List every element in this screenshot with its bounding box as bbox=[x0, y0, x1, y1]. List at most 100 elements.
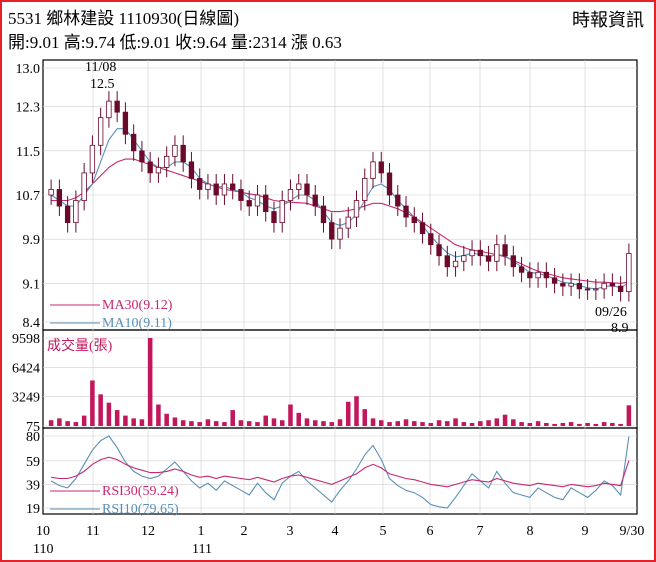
volume-bar bbox=[535, 421, 541, 426]
candle-body bbox=[188, 161, 195, 179]
candle-body bbox=[114, 100, 120, 113]
volume-bar bbox=[494, 418, 500, 426]
candle-body bbox=[81, 172, 87, 201]
candle-body bbox=[130, 133, 137, 152]
price-y-tick: 13.0 bbox=[16, 62, 41, 77]
month-tick-label: 8 bbox=[527, 524, 534, 539]
volume-bar bbox=[337, 419, 343, 426]
candle-body bbox=[609, 282, 616, 287]
candle-body bbox=[48, 189, 54, 196]
volume-bar bbox=[288, 404, 293, 426]
volume-bar bbox=[519, 422, 524, 426]
volume-bar bbox=[618, 423, 623, 426]
candle-body bbox=[535, 271, 541, 279]
volume-bar bbox=[48, 420, 54, 426]
volume-bar bbox=[601, 422, 607, 426]
candle-body bbox=[551, 277, 558, 284]
candle-body bbox=[584, 288, 591, 291]
volume-bar bbox=[90, 380, 95, 426]
candle-body bbox=[485, 255, 492, 262]
price-y-tick: 11.5 bbox=[16, 145, 40, 160]
volume-bar bbox=[213, 421, 219, 426]
candle-body bbox=[436, 244, 442, 257]
volume-bar bbox=[610, 422, 615, 426]
volume-bar bbox=[502, 414, 508, 426]
volume-bar bbox=[197, 422, 202, 426]
volume-bar bbox=[552, 423, 557, 426]
volume-bar bbox=[478, 421, 483, 426]
price-y-tick: 9.9 bbox=[23, 233, 41, 248]
candle-body bbox=[428, 233, 434, 246]
month-tick-label: 9 bbox=[582, 524, 589, 539]
candle-body bbox=[155, 166, 162, 174]
month-tick-label: 3 bbox=[287, 524, 294, 539]
ma30-line bbox=[51, 158, 629, 284]
candle-body bbox=[419, 222, 426, 235]
rsi-y-tick: 19 bbox=[26, 502, 40, 517]
month-tick-label: 6 bbox=[427, 524, 434, 539]
volume-bar bbox=[246, 421, 252, 426]
month-tick-label: 2 bbox=[241, 524, 248, 539]
volume-bar bbox=[544, 422, 549, 426]
candle-body bbox=[263, 194, 269, 212]
price-y-tick: 9.1 bbox=[23, 277, 41, 292]
month-tick-label: 10 bbox=[36, 524, 50, 539]
volume-bar bbox=[387, 422, 392, 426]
volume-bar bbox=[263, 415, 268, 426]
volume-y-tick: 75 bbox=[26, 420, 40, 435]
candle-body bbox=[378, 161, 384, 174]
candle-body bbox=[312, 194, 318, 207]
candle-body bbox=[617, 285, 624, 293]
month-tick-label: 9/30 bbox=[620, 524, 645, 539]
volume-bar bbox=[164, 413, 169, 426]
volume-bar bbox=[230, 410, 235, 426]
candle-body bbox=[345, 216, 351, 229]
volume-bar bbox=[403, 419, 409, 426]
volume-bar bbox=[147, 338, 153, 426]
x-year-110: 110 bbox=[33, 542, 53, 557]
volume-y-tick: 6424 bbox=[12, 361, 40, 376]
volume-bar bbox=[378, 420, 384, 426]
candle-body bbox=[164, 155, 170, 168]
high-value-annotation: 12.5 bbox=[90, 77, 115, 92]
candle-body bbox=[543, 271, 550, 279]
volume-bar bbox=[461, 422, 467, 426]
candle-body bbox=[106, 100, 112, 119]
ma30-legend: MA30(9.12) bbox=[102, 298, 173, 313]
month-tick-label: 7 bbox=[477, 524, 484, 539]
candle-body bbox=[403, 205, 409, 218]
candle-body bbox=[238, 189, 244, 201]
candle-body bbox=[395, 194, 401, 207]
candle-body bbox=[139, 150, 145, 163]
candle-body bbox=[205, 183, 211, 190]
volume-bars bbox=[48, 338, 632, 426]
volume-bar bbox=[585, 422, 590, 426]
volume-bar bbox=[527, 422, 533, 426]
candle-body bbox=[477, 249, 483, 257]
candle-body bbox=[469, 249, 475, 257]
volume-bar bbox=[73, 422, 79, 426]
candle-body bbox=[502, 244, 508, 257]
volume-bar bbox=[445, 421, 450, 426]
volume-bar bbox=[180, 420, 186, 426]
grid-lines bbox=[43, 60, 637, 514]
x-tick-labels: 10 11 12 1 2 3 4 5 6 7 8 9 9/30 bbox=[36, 524, 644, 539]
candle-body bbox=[601, 282, 607, 290]
volume-bar bbox=[511, 419, 516, 426]
volume-bar bbox=[469, 422, 475, 426]
candle-body bbox=[73, 200, 79, 224]
volume-label: 成交量(張) bbox=[47, 337, 113, 354]
candle-body bbox=[518, 266, 525, 273]
rsi30-legend: RSI30(59.24) bbox=[102, 484, 179, 499]
candle-body bbox=[527, 271, 533, 279]
candle-body bbox=[56, 189, 63, 207]
candle-body bbox=[180, 144, 186, 163]
volume-bar bbox=[370, 418, 376, 426]
volume-bar bbox=[420, 422, 425, 426]
volume-bar bbox=[560, 422, 566, 426]
candle-body bbox=[230, 183, 236, 190]
candlesticks bbox=[48, 91, 632, 302]
rsi-y-tick: 39 bbox=[26, 478, 40, 493]
volume-bar bbox=[354, 396, 359, 426]
